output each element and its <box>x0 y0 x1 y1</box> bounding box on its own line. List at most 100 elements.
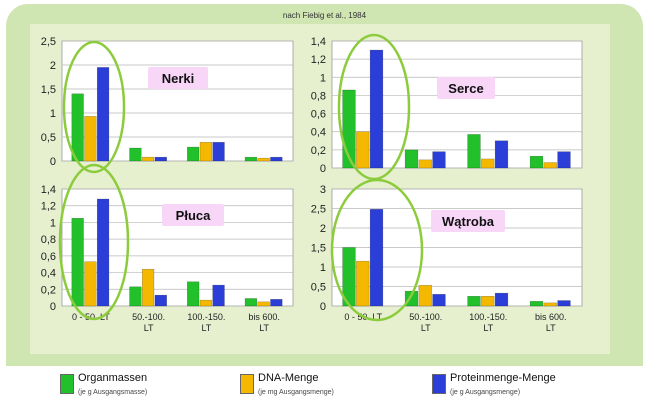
y-tick-label: 0,5 <box>41 132 56 144</box>
bar <box>369 49 384 169</box>
highlight-ring <box>330 178 424 322</box>
bar <box>356 260 370 307</box>
x-tick-label: LT <box>144 323 154 333</box>
legend-item-protein: Proteinmenge-Menge (je g Ausgangsmenge) <box>432 372 602 402</box>
x-tick-label: LT <box>421 323 431 333</box>
y-tick-label: 0,8 <box>41 234 56 246</box>
bar <box>529 301 544 307</box>
bar <box>212 142 225 162</box>
bar <box>467 296 481 307</box>
y-tick-label: 1 <box>320 262 326 274</box>
legend-sub: (je g Ausgangsmasse) <box>78 389 148 396</box>
chart-title-box <box>437 77 495 99</box>
x-tick-label: 50.-100. <box>132 312 165 322</box>
bar <box>494 292 509 307</box>
bar <box>154 294 167 307</box>
y-tick-label: 1 <box>320 72 326 84</box>
source-note: nach Fiebig et al., 1984 <box>282 11 367 20</box>
plot-area <box>61 40 294 162</box>
bar <box>543 302 557 307</box>
x-tick-label: LT <box>259 323 269 333</box>
bar <box>129 286 142 307</box>
chart-title-box <box>162 204 224 226</box>
legend-swatch-orange <box>240 374 254 394</box>
y-tick-label: 0,8 <box>311 90 326 102</box>
legend-item-organmassen: Organmassen (je g Ausgangsmasse) <box>60 372 220 402</box>
bar <box>244 298 258 307</box>
y-tick-label: 0 <box>50 156 56 168</box>
bar <box>557 151 571 169</box>
y-tick-label: 1,2 <box>311 54 326 66</box>
y-tick-label: 1 <box>50 108 56 120</box>
legend-sub: (je g Ausgangsmenge) <box>450 389 521 396</box>
bar <box>187 281 200 307</box>
bar <box>418 159 432 169</box>
legend-sub: (je mg Ausgangsmenge) <box>258 389 334 396</box>
y-tick-label: 1 <box>50 217 56 229</box>
y-tick-label: 1,2 <box>41 201 56 213</box>
bar <box>481 158 495 169</box>
legend-item-dna: DNA-Menge (je mg Ausgangsmenge) <box>240 372 400 402</box>
chart-title-box <box>148 67 208 89</box>
bar <box>129 147 142 162</box>
x-tick-label: LT <box>483 323 493 333</box>
bar <box>432 151 446 169</box>
bar <box>543 162 557 169</box>
plot-area <box>331 40 583 169</box>
bar <box>199 142 212 162</box>
bar <box>96 67 110 162</box>
bar <box>529 155 544 169</box>
y-tick-label: 2 <box>50 60 56 72</box>
bar <box>432 294 446 307</box>
y-tick-label: 0,6 <box>41 251 56 263</box>
x-tick-label: LT <box>546 323 556 333</box>
y-tick-label: 0,6 <box>311 109 326 121</box>
bar <box>96 198 110 307</box>
bar <box>187 146 200 162</box>
x-tick-label: bis 600. <box>535 312 567 322</box>
chart-title: Serce <box>448 81 483 96</box>
bar <box>142 156 155 162</box>
bar <box>270 156 283 162</box>
legend-swatch-blue <box>432 374 446 394</box>
y-tick-label: 1,4 <box>311 36 326 48</box>
y-tick-label: 2,5 <box>311 204 326 216</box>
y-tick-label: 0,4 <box>311 127 326 139</box>
legend-swatch-green <box>60 374 74 394</box>
bar <box>418 285 432 307</box>
x-tick-label: LT <box>201 323 211 333</box>
bar <box>257 157 270 162</box>
bar <box>270 299 283 307</box>
y-tick-label: 2 <box>320 223 326 235</box>
y-tick-label: 1,5 <box>41 84 56 96</box>
bar <box>404 149 419 169</box>
highlight-ring <box>58 163 130 321</box>
y-tick-label: 0,2 <box>41 284 56 296</box>
legend-label: Organmassen <box>78 372 148 384</box>
bar <box>212 284 225 307</box>
bar <box>244 156 258 162</box>
y-tick-label: 2,5 <box>41 36 56 48</box>
bar <box>84 116 97 162</box>
y-tick-label: 1,4 <box>41 184 56 196</box>
chart-title-box <box>431 210 505 232</box>
bar <box>84 261 97 307</box>
y-tick-label: 0,4 <box>41 268 56 280</box>
x-tick-label: 100.-150. <box>469 312 507 322</box>
bar <box>481 296 495 307</box>
highlight-ring <box>62 40 126 174</box>
bar <box>199 299 212 307</box>
bar <box>467 134 481 169</box>
y-tick-label: 1,5 <box>311 243 326 255</box>
x-tick-label: 100.-150. <box>187 312 225 322</box>
y-tick-label: 0 <box>320 301 326 313</box>
chart-title: Nerki <box>162 71 195 86</box>
bar <box>142 268 155 307</box>
y-tick-label: 0,2 <box>311 145 326 157</box>
bar <box>369 209 384 307</box>
bar <box>154 156 167 162</box>
bar <box>71 93 84 162</box>
legend-label: DNA-Menge <box>258 372 319 384</box>
bottom-band <box>6 366 643 404</box>
